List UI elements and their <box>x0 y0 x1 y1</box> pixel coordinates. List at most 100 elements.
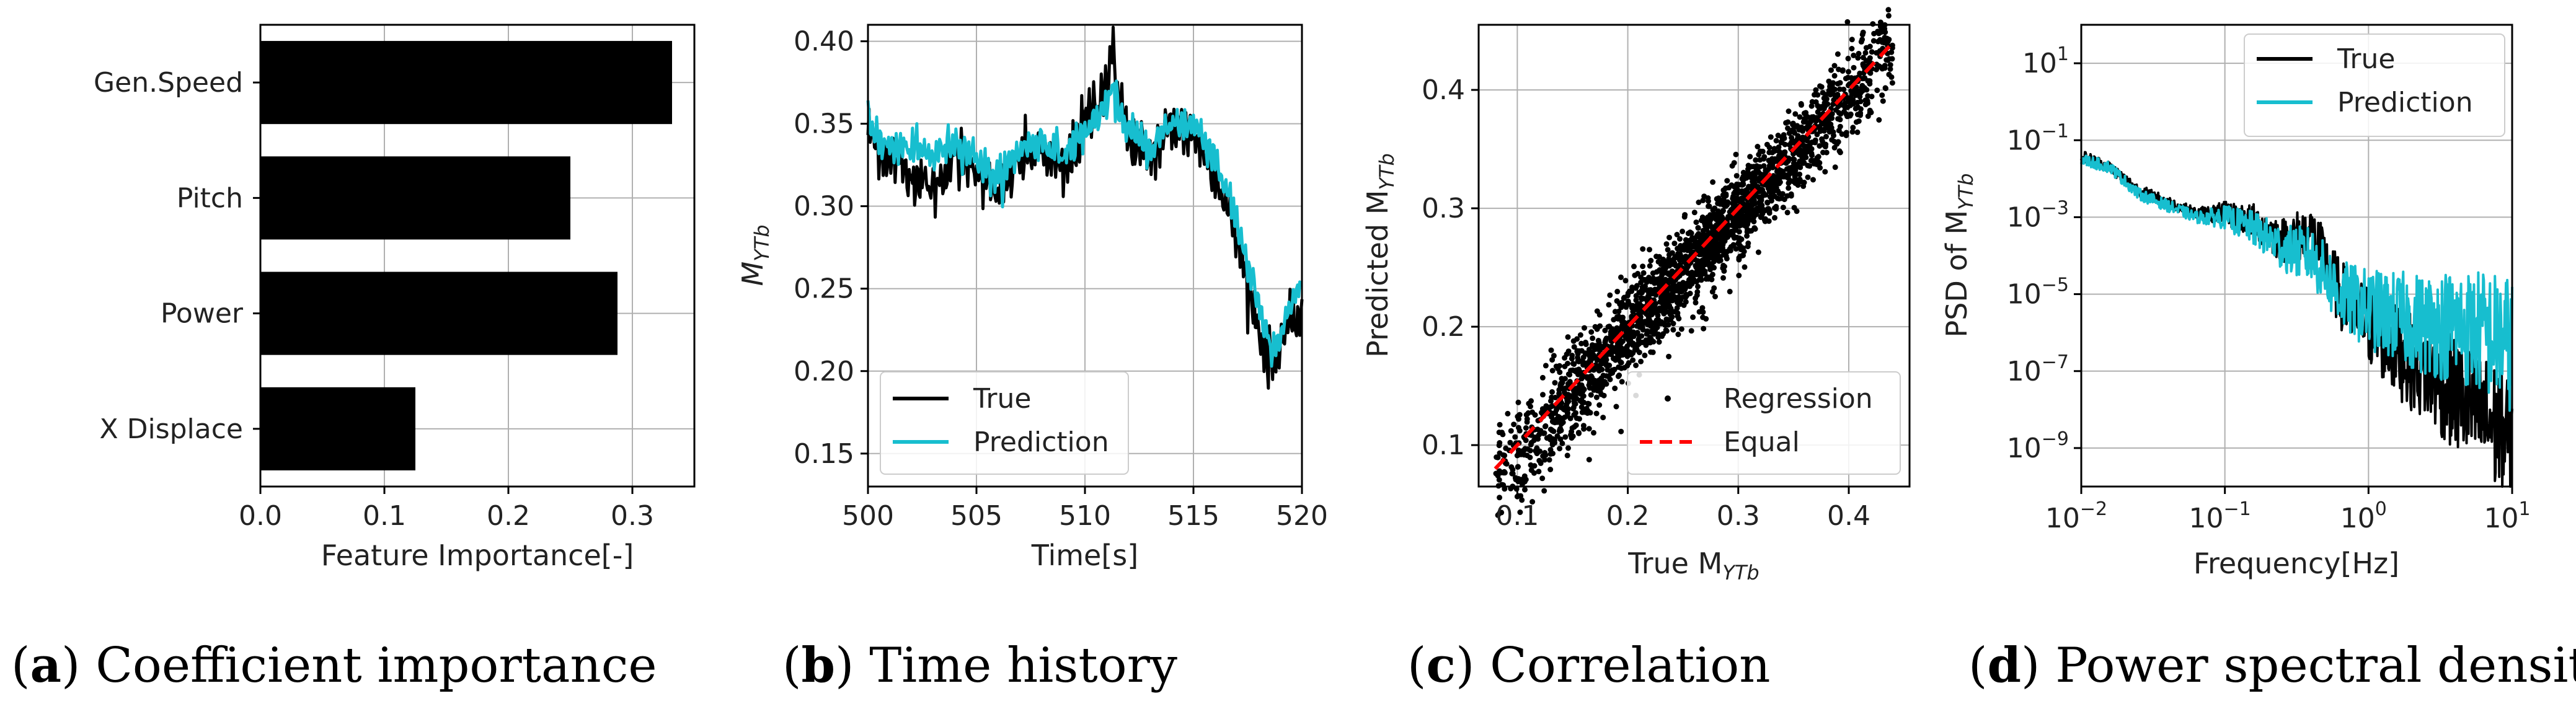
scatter-point <box>1556 413 1562 420</box>
scatter-point <box>1647 263 1653 269</box>
scatter-point <box>1671 294 1678 300</box>
scatter-point <box>1648 336 1654 342</box>
scatter-point <box>1805 174 1811 180</box>
scatter-point <box>1755 206 1760 212</box>
scatter-point <box>1528 398 1534 404</box>
scatter-point <box>1854 129 1861 135</box>
scatter-point <box>1596 402 1603 408</box>
y-tick-label: 10−3 <box>2007 197 2069 233</box>
scatter-point <box>1771 176 1777 182</box>
scatter-point <box>1648 258 1654 263</box>
scatter-point <box>1602 327 1608 333</box>
scatter-point <box>1587 410 1593 416</box>
scatter-point <box>1820 149 1826 156</box>
x-tick-label: 0.0 <box>239 500 282 532</box>
scatter-point <box>1766 162 1773 169</box>
scatter-point <box>1665 322 1671 328</box>
scatter-point <box>1709 289 1715 295</box>
scatter-point <box>1593 410 1600 416</box>
scatter-point <box>1626 360 1632 366</box>
scatter-point <box>1501 469 1507 475</box>
scatter-point <box>1832 164 1838 170</box>
scatter-point <box>1849 129 1856 135</box>
panel-a-frame <box>259 24 696 488</box>
scatter-point <box>1611 345 1618 351</box>
scatter-point <box>1802 146 1808 152</box>
scatter-point <box>1717 242 1723 249</box>
scatter-point <box>1627 350 1634 355</box>
scatter-point <box>1712 211 1718 218</box>
panel-d-xlabel: Frequency[Hz] <box>2193 547 2399 580</box>
scatter-point <box>1557 446 1563 452</box>
scatter-point <box>1570 433 1576 439</box>
scatter-point <box>1724 249 1730 255</box>
scatter-point <box>1827 82 1833 88</box>
scatter-point <box>1577 390 1583 397</box>
scatter-point <box>1668 306 1674 312</box>
scatter-point <box>1644 328 1650 334</box>
scatter-point <box>1712 294 1718 299</box>
scatter-point <box>1696 231 1702 237</box>
scatter-point <box>1524 419 1530 425</box>
scatter-point <box>1633 363 1639 368</box>
scatter-point <box>1705 231 1711 237</box>
scatter-point <box>1874 87 1880 94</box>
scatter-point <box>1593 382 1599 388</box>
scatter-point <box>1743 216 1750 221</box>
scatter-point <box>1495 454 1501 461</box>
scatter-point <box>1612 386 1618 392</box>
scatter-point <box>1722 263 1727 270</box>
scatter-point <box>1835 116 1841 122</box>
scatter-point <box>1700 314 1706 320</box>
scatter-point <box>1698 238 1704 244</box>
scatter-point <box>1573 367 1580 373</box>
scatter-point <box>1557 436 1564 443</box>
scatter-point <box>1733 151 1739 157</box>
x-tick-label: 0.3 <box>1717 500 1760 532</box>
scatter-point <box>1812 137 1818 143</box>
scatter-point <box>1887 66 1893 72</box>
scatter-point <box>1639 319 1645 325</box>
scatter-point <box>1709 263 1715 270</box>
scatter-point <box>1835 81 1841 87</box>
panel-c-ylabel: Predicted MYTb <box>1361 153 1399 358</box>
scatter-point <box>1870 38 1877 44</box>
scatter-point <box>1733 246 1739 252</box>
scatter-point <box>1889 45 1895 51</box>
scatter-point <box>1597 323 1603 329</box>
scatter-point <box>1879 66 1885 72</box>
scatter-point <box>1736 182 1742 188</box>
scatter-point <box>1633 297 1639 303</box>
scatter-point <box>1797 171 1803 177</box>
scatter-point <box>1565 334 1571 340</box>
scatter-point <box>1522 487 1528 493</box>
scatter-point <box>1569 356 1575 362</box>
scatter-point <box>1788 170 1794 176</box>
scatter-point <box>1500 452 1507 458</box>
scatter-point <box>1681 214 1688 220</box>
scatter-point <box>1575 358 1581 364</box>
scatter-point <box>1567 415 1573 421</box>
scatter-point <box>1715 200 1721 206</box>
scatter-point <box>1822 103 1828 109</box>
y-tick-label: 0.20 <box>794 356 854 387</box>
scatter-point <box>1613 403 1619 410</box>
y-tick-label: 101 <box>2022 43 2069 79</box>
scatter-point <box>1650 275 1657 281</box>
scatter-point <box>1757 157 1763 163</box>
scatter-point <box>1814 131 1820 138</box>
scatter-point <box>1505 410 1511 416</box>
scatter-point <box>1666 353 1672 359</box>
scatter-point <box>1608 371 1614 377</box>
scatter-point <box>1747 202 1753 208</box>
scatter-point <box>1820 126 1826 133</box>
scatter-point <box>1736 273 1742 278</box>
scatter-point <box>1520 448 1526 454</box>
scatter-point <box>1575 430 1582 436</box>
scatter-point <box>1663 241 1670 247</box>
x-tick-label: 101 <box>2484 498 2530 534</box>
scatter-point <box>1516 450 1521 456</box>
scatter-point <box>1529 499 1536 505</box>
scatter-point <box>1773 206 1779 212</box>
scatter-point <box>1632 272 1638 278</box>
